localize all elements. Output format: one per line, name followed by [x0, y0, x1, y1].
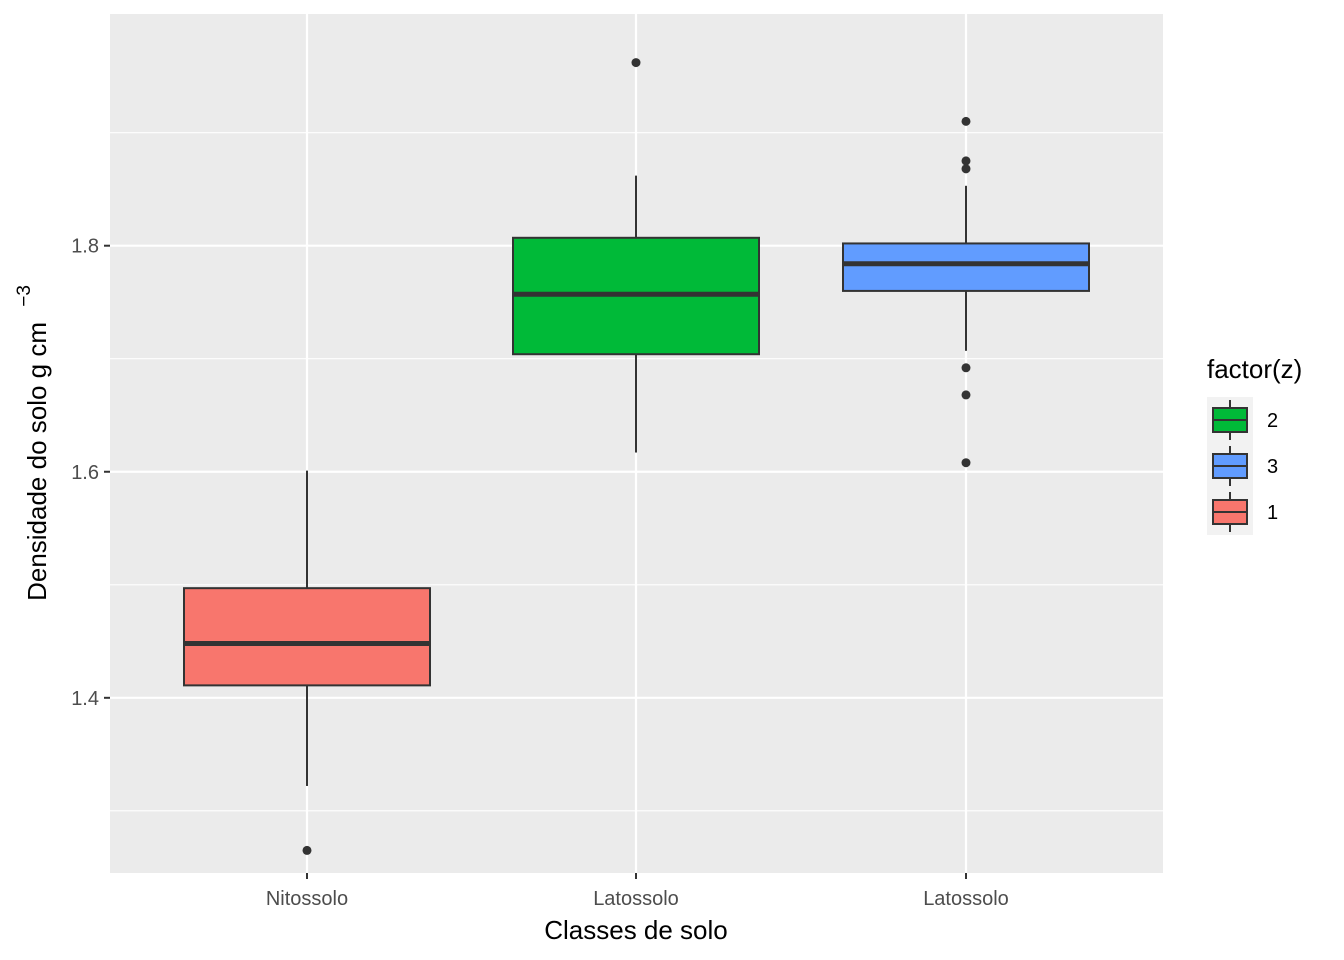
y-axis-title-main: Densidade do solo g cm: [22, 322, 52, 601]
boxes-layer: [183, 58, 1090, 855]
outlier-point: [961, 390, 971, 400]
legend-label: 3: [1267, 456, 1278, 478]
box-iqr: [842, 242, 1090, 292]
y-tick-label: 1.4: [71, 688, 99, 710]
y-tick-label: 1.8: [71, 236, 99, 258]
legend-key-1: 1: [1207, 489, 1278, 535]
outlier-point: [961, 363, 971, 373]
outlier-point: [961, 164, 971, 174]
outlier-point: [961, 458, 971, 468]
legend-key-2: 2: [1207, 397, 1278, 443]
box-group-1: [183, 470, 431, 855]
legend-title: factor(z): [1207, 354, 1302, 384]
outlier-point: [961, 116, 971, 126]
outlier-point: [631, 58, 641, 68]
legend: factor(z) 2 3 1: [1207, 354, 1302, 535]
y-axis-title: Densidade do solo g cm −3: [14, 285, 52, 601]
legend-label: 2: [1267, 410, 1278, 432]
box-group-3: [842, 116, 1090, 468]
y-axis-title-group: Densidade do solo g cm −3: [14, 285, 52, 601]
legend-label: 1: [1267, 502, 1278, 524]
box-iqr: [183, 587, 431, 687]
x-tick-label: Latossolo: [923, 888, 1009, 910]
x-tick-label: Latossolo: [593, 888, 679, 910]
outlier-point: [302, 845, 312, 855]
x-axis-title: Classes de solo: [544, 915, 728, 945]
x-axis: Nitossolo Latossolo Latossolo: [266, 873, 1009, 910]
outlier-point: [961, 156, 971, 166]
y-axis: 1.4 1.6 1.8: [71, 236, 110, 710]
y-tick-label: 1.6: [71, 462, 99, 484]
legend-key-3: 3: [1207, 443, 1278, 489]
x-tick-label: Nitossolo: [266, 888, 348, 910]
y-axis-title-superscript: −3: [14, 285, 35, 307]
box-group-2: [512, 58, 760, 453]
